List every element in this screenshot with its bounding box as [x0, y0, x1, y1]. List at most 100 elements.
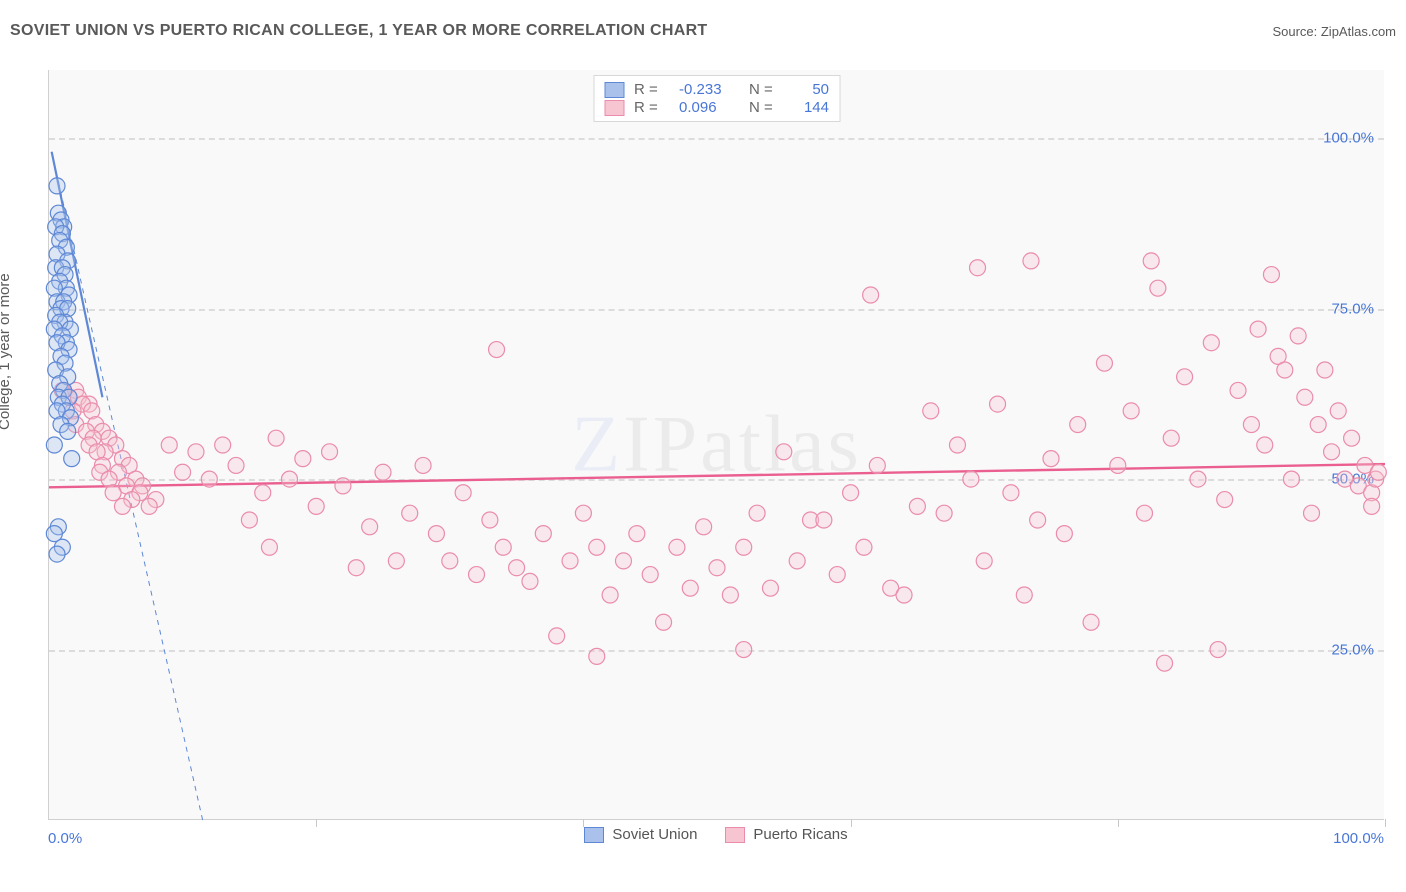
data-point [682, 580, 698, 596]
data-point [228, 457, 244, 473]
data-point [215, 437, 231, 453]
data-point [175, 464, 191, 480]
data-point [1043, 451, 1059, 467]
chart-header: SOVIET UNION VS PUERTO RICAN COLLEGE, 1 … [10, 22, 1396, 40]
data-point [1096, 355, 1112, 371]
data-point [602, 587, 618, 603]
chart-title: SOVIET UNION VS PUERTO RICAN COLLEGE, 1 … [10, 22, 708, 40]
data-point [963, 471, 979, 487]
scatter-svg [49, 70, 1384, 819]
data-point [308, 498, 324, 514]
data-point [455, 485, 471, 501]
chart-plot-area: ZIPatlas R = -0.233 N = 50 R = 0.096 N =… [48, 70, 1384, 820]
data-point [188, 444, 204, 460]
data-point [1137, 505, 1153, 521]
data-point [970, 260, 986, 276]
data-point [1370, 464, 1386, 480]
data-point [829, 567, 845, 583]
data-point [1230, 382, 1246, 398]
data-point [615, 553, 631, 569]
data-point [281, 471, 297, 487]
data-point [1070, 417, 1086, 433]
data-point [1210, 642, 1226, 658]
legend-row-soviet: R = -0.233 N = 50 [604, 81, 829, 98]
data-point [863, 287, 879, 303]
data-point [1016, 587, 1032, 603]
data-point [49, 178, 65, 194]
data-point [696, 519, 712, 535]
data-point [1310, 417, 1326, 433]
data-point [495, 539, 511, 555]
x-tick [1385, 819, 1386, 827]
data-point [1203, 335, 1219, 351]
data-point [589, 648, 605, 664]
data-point [469, 567, 485, 583]
data-point [415, 457, 431, 473]
data-point [1023, 253, 1039, 269]
data-point [896, 587, 912, 603]
data-point [736, 539, 752, 555]
correlation-legend: R = -0.233 N = 50 R = 0.096 N = 144 [593, 75, 840, 122]
data-point [789, 553, 805, 569]
swatch-icon [604, 82, 624, 98]
data-point [1290, 328, 1306, 344]
data-point [936, 505, 952, 521]
data-point [1330, 403, 1346, 419]
data-point [402, 505, 418, 521]
data-point [642, 567, 658, 583]
data-point [1003, 485, 1019, 501]
data-point [261, 539, 277, 555]
data-point [549, 628, 565, 644]
legend-row-puerto: R = 0.096 N = 144 [604, 99, 829, 116]
data-point [1263, 267, 1279, 283]
data-point [1304, 505, 1320, 521]
data-point [1297, 389, 1313, 405]
n-value-puerto: 144 [794, 99, 829, 116]
data-point [1157, 655, 1173, 671]
data-point [1030, 512, 1046, 528]
legend-label: Puerto Ricans [753, 826, 847, 843]
data-point [105, 485, 121, 501]
data-point [762, 580, 778, 596]
data-point [1277, 362, 1293, 378]
data-point [749, 505, 765, 521]
swatch-icon [725, 827, 745, 843]
x-min-label: 0.0% [48, 830, 82, 847]
data-point [46, 437, 62, 453]
data-point [295, 451, 311, 467]
data-point [1344, 430, 1360, 446]
data-point [49, 546, 65, 562]
data-point [1217, 492, 1233, 508]
data-point [388, 553, 404, 569]
data-point [843, 485, 859, 501]
data-point [656, 614, 672, 630]
data-point [482, 512, 498, 528]
data-point [1150, 280, 1166, 296]
r-value-puerto: 0.096 [679, 99, 739, 116]
data-point [816, 512, 832, 528]
data-point [348, 560, 364, 576]
data-point [1056, 526, 1072, 542]
data-point [736, 642, 752, 658]
data-point [949, 437, 965, 453]
data-point [201, 471, 217, 487]
data-point [1324, 444, 1340, 460]
data-point [1250, 321, 1266, 337]
data-point [575, 505, 591, 521]
data-point [869, 457, 885, 473]
y-axis-label: College, 1 year or more [0, 273, 13, 430]
data-point [1143, 253, 1159, 269]
data-point [362, 519, 378, 535]
data-point [141, 498, 157, 514]
swatch-icon [584, 827, 604, 843]
data-point [60, 423, 76, 439]
data-point [709, 560, 725, 576]
data-point [1364, 498, 1380, 514]
series-legend: Soviet Union Puerto Ricans [48, 826, 1384, 843]
source-label: Source: ZipAtlas.com [1272, 24, 1396, 39]
data-point [489, 342, 505, 358]
n-value-soviet: 50 [794, 81, 829, 98]
data-point [923, 403, 939, 419]
data-point [776, 444, 792, 460]
data-point [428, 526, 444, 542]
